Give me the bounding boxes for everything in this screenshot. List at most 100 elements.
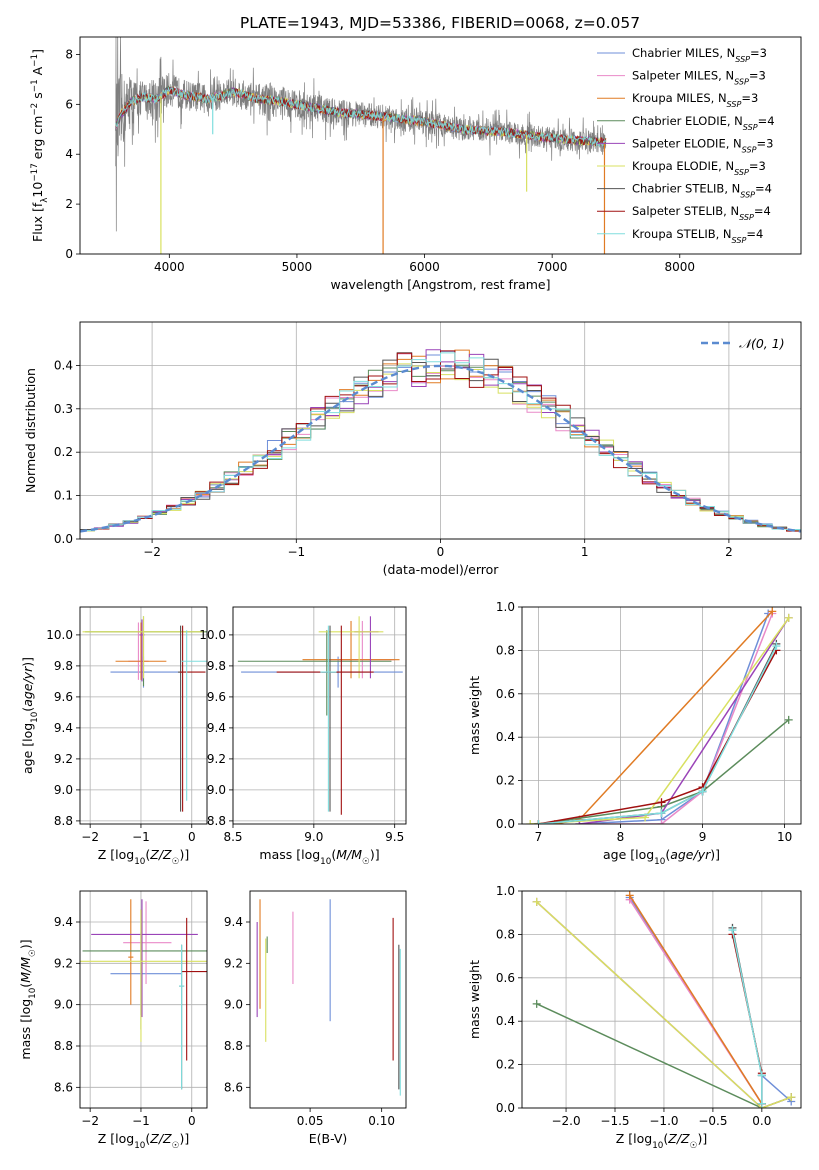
residuals-ylabel: Normed distribution xyxy=(23,368,38,493)
age_vs_mass-axes: 8.5 9.0 9.5 8.8 9.0 9.2 9.4 9.6 9.8 10.0 xyxy=(199,607,406,844)
spectrum-frame xyxy=(79,36,802,255)
mass_vs_Z-ylabel: mass [log10(M/M☉)] xyxy=(18,939,38,1059)
weight_vs_age-series-chabrier-elodie-marker xyxy=(784,715,793,724)
residuals-ytick-label: 0.1 xyxy=(54,489,73,503)
mass_vs_EBV-ytick-label: 9.2 xyxy=(224,956,243,970)
weight_vs_age-ytick-label: 0.2 xyxy=(496,774,515,788)
spectrum-ytick-label: 8 xyxy=(65,47,73,61)
spectrum-legend-label: Salpeter STELIB, NSSP=4 xyxy=(632,204,771,222)
weight_vs_Z-frame xyxy=(521,890,802,1109)
weight_vs_age-xtick-label: 10 xyxy=(777,830,792,844)
mass_vs_Z-ytick-label: 9.2 xyxy=(54,956,73,970)
weight_vs_age-ytick-label: 0.4 xyxy=(496,730,515,744)
spectrum-xtick-label: 6000 xyxy=(409,260,440,274)
age_vs_mass-xtick-label: 9.5 xyxy=(385,830,404,844)
mass_vs_Z-xlabel: Z [log10(Z/Z☉)] xyxy=(98,1131,189,1151)
weight_vs_age-xtick-label: 7 xyxy=(535,830,543,844)
residuals-xtick-label: −2 xyxy=(143,545,161,559)
weight_vs_age-ytick-label: 0.8 xyxy=(496,643,515,657)
weight_vs_Z-xtick-label: 0.0 xyxy=(752,1114,771,1128)
residuals-ytick-label: 0.4 xyxy=(54,358,73,372)
age_vs_Z-ytick-label: 10.0 xyxy=(46,628,73,642)
weight_vs_Z-series-kroupa-stelib-marker xyxy=(757,1071,766,1080)
age_vs_Z-xtick-label: 0 xyxy=(188,830,196,844)
spectrum-ytick-label: 2 xyxy=(65,197,73,211)
weight_vs_age-series-kroupa-miles-marker xyxy=(768,607,777,616)
weight_vs_Z-xtick-label: −1.0 xyxy=(649,1114,678,1128)
spectrum-legend-label: Kroupa ELODIE, NSSP=3 xyxy=(632,159,766,177)
weight_vs_age-series-kroupa-stelib-marker xyxy=(534,820,543,824)
mass_vs_Z-ytick-label: 8.6 xyxy=(54,1080,73,1094)
age_vs_Z-xtick-label: −1 xyxy=(132,830,150,844)
age_vs_Z-ylabel: age [log10(age/yr)] xyxy=(20,657,40,774)
age_vs_mass-ytick-label: 9.8 xyxy=(207,659,226,673)
age_vs_mass-plot xyxy=(237,616,403,815)
spectrum-legend-label: Chabrier ELODIE, NSSP=4 xyxy=(632,114,775,132)
residuals-legend-label: 𝒩(0, 1) xyxy=(739,336,785,351)
residuals-ytick-label: 0.0 xyxy=(54,532,73,546)
mass_vs_Z-xtick-label: −1 xyxy=(132,1114,150,1128)
spectrum-legend-label: Salpeter ELODIE, NSSP=3 xyxy=(632,136,773,154)
figure-title: PLATE=1943, MJD=53386, FIBERID=0068, z=0… xyxy=(240,14,640,32)
spectrum-legend-label: Kroupa STELIB, NSSP=4 xyxy=(632,227,763,245)
mass_vs_EBV-ytick-label: 9.4 xyxy=(224,915,243,929)
age_vs_Z-xtick-label: −2 xyxy=(81,830,99,844)
weight_vs_age-series-salpeter-stelib-marker xyxy=(657,798,666,807)
weight_vs_age-series-kroupa-stelib-marker xyxy=(772,642,781,651)
age_vs_mass-xlabel: mass [log10(M/M☉)] xyxy=(259,847,379,867)
weight_vs_age-series-salpeter-miles-marker xyxy=(657,820,666,824)
spectrum-model-kroupa-stelib xyxy=(115,87,607,148)
weight_vs_Z-ytick-label: 0.8 xyxy=(496,927,515,941)
weight_vs_Z-series-kroupa-miles-marker xyxy=(625,891,634,900)
age_vs_Z-xlabel: Z [log10(Z/Z☉)] xyxy=(98,847,189,867)
age_vs_Z-ytick-label: 8.8 xyxy=(54,814,73,828)
weight_vs_age-series-chabrier-elodie xyxy=(538,719,790,824)
spectrum-ytick-label: 0 xyxy=(65,247,73,261)
age_vs_mass-xtick-label: 9.0 xyxy=(304,830,323,844)
weight_vs_Z-series-kroupa-elodie-marker xyxy=(532,897,541,906)
weight_vs_age-ylabel: mass weight xyxy=(467,676,482,755)
age_vs_mass-ytick-label: 9.0 xyxy=(207,783,226,797)
weight_vs_Z-xtick-label: −0.5 xyxy=(698,1114,727,1128)
mass_vs_EBV-ytick-label: 9.0 xyxy=(224,998,243,1012)
residuals-xtick-label: 2 xyxy=(725,545,733,559)
mass_vs_Z-ytick-label: 9.4 xyxy=(54,915,73,929)
spectrum-plot xyxy=(115,37,607,254)
weight_vs_age-series-chabrier-miles xyxy=(579,613,769,824)
mass_vs_Z-xtick-label: 0 xyxy=(188,1114,196,1128)
mass_vs_EBV-frame xyxy=(249,890,407,1109)
age_vs_Z-ytick-label: 9.8 xyxy=(54,659,73,673)
spectrum-legend: Chabrier MILES, NSSP=3 Salpeter MILES, NS… xyxy=(597,46,775,244)
age_vs_mass-ytick-label: 8.8 xyxy=(207,814,226,828)
weight_vs_Z-series-kroupa-stelib-marker xyxy=(728,926,737,935)
mass_vs_EBV-xtick-label: 0.05 xyxy=(297,1114,324,1128)
spectrum-ylabel: Flux [fλ10−17 erg cm−2 s−1 A−1] xyxy=(30,49,50,242)
spectrum-xtick-label: 5000 xyxy=(282,260,313,274)
age_vs_Z-ytick-label: 9.4 xyxy=(54,721,73,735)
spectrum-legend-label: Chabrier STELIB, NSSP=4 xyxy=(632,182,772,200)
age_vs_mass-ytick-label: 10.0 xyxy=(199,628,226,642)
weight_vs_Z-ytick-label: 0.6 xyxy=(496,971,515,985)
spectrum-legend-label: Salpeter MILES, NSSP=3 xyxy=(632,69,766,87)
age_vs_mass-frame xyxy=(232,606,407,825)
weight_vs_age-frame xyxy=(521,606,802,825)
weight_vs_Z-ytick-label: 0.0 xyxy=(496,1101,515,1115)
weight_vs_age-xtick-label: 8 xyxy=(617,830,625,844)
residuals-ytick-label: 0.3 xyxy=(54,402,73,416)
age_vs_Z-ytick-label: 9.6 xyxy=(54,690,73,704)
weight_vs_Z-plot xyxy=(532,891,796,1108)
weight_vs_age-series-kroupa-elodie-marker xyxy=(784,613,793,622)
mass_vs_Z-xtick-label: −2 xyxy=(81,1114,99,1128)
age_vs_Z-frame xyxy=(79,606,208,825)
mass_vs_EBV-plot xyxy=(256,899,401,1096)
residuals-ytick-label: 0.2 xyxy=(54,445,73,459)
residuals-xtick-label: 1 xyxy=(581,545,589,559)
mass_vs_EBV-axes: 0.05 0.10 8.6 8.8 9.0 9.2 9.4 xyxy=(224,915,395,1128)
mass_vs_EBV-ytick-label: 8.6 xyxy=(224,1080,243,1094)
weight_vs_Z-ytick-label: 1.0 xyxy=(496,884,515,898)
weight_vs_age-series-kroupa-stelib xyxy=(538,645,778,824)
weight_vs_age-ytick-label: 0.6 xyxy=(496,687,515,701)
weight_vs_Z-ylabel: mass weight xyxy=(467,960,482,1039)
spectrum-xtick-label: 4000 xyxy=(154,260,185,274)
